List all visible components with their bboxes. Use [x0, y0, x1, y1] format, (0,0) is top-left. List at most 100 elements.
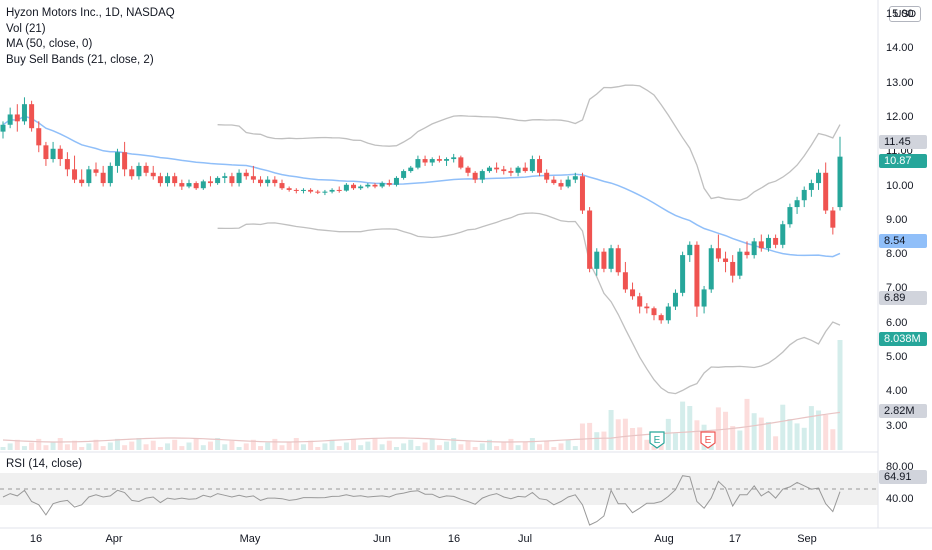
volume-bar [14, 439, 20, 450]
volume-bar [93, 439, 99, 450]
earnings-marker-letter: E [705, 435, 712, 446]
volume-bar [515, 445, 521, 450]
volume-bar [386, 440, 392, 450]
volume-bars [0, 340, 843, 450]
candle-body [29, 104, 35, 129]
volume-bar [143, 444, 149, 450]
currency-button[interactable]: USD [889, 6, 921, 22]
price-tick: 14.00 [886, 42, 914, 55]
volume-bar [672, 433, 678, 450]
volume-bar [172, 439, 178, 450]
candle-body [229, 176, 235, 184]
candle-body [723, 258, 729, 262]
candle-body [322, 191, 328, 193]
candle-body [787, 207, 793, 225]
price-tick: 5.00 [886, 351, 908, 363]
volume-bar [830, 429, 836, 450]
candle-body [300, 189, 306, 191]
volume-bar [236, 447, 242, 450]
volume-bar [200, 445, 206, 450]
time-tick: Apr [105, 533, 123, 545]
volume-bar [837, 340, 843, 450]
candle-body [823, 172, 829, 211]
volume-bar [293, 438, 299, 450]
volume-bar [479, 443, 485, 450]
candle-body [579, 176, 585, 211]
grid [0, 0, 932, 529]
candle-body [565, 179, 571, 187]
volume-bar [50, 441, 56, 450]
volume-bar [351, 438, 357, 450]
candle-body [272, 179, 278, 184]
volume-bar [730, 426, 736, 450]
volume-bar [29, 442, 35, 450]
volume-bar [436, 445, 442, 450]
candle-body [808, 183, 814, 190]
candle-body [529, 159, 535, 172]
time-tick: Sep [797, 533, 817, 545]
candle-body [658, 315, 664, 321]
volume-bar [630, 428, 636, 450]
volume-bar [744, 398, 750, 450]
candle-body [401, 171, 407, 178]
volume-bar [565, 439, 571, 450]
rsi-pane [0, 473, 878, 526]
candle-body [544, 172, 550, 180]
time-tick: 16 [29, 533, 43, 545]
candle-body [265, 179, 271, 184]
candle-body [107, 165, 113, 184]
band-upper-line [217, 84, 841, 201]
rsi-label: 64.91 [879, 470, 927, 484]
candle-body [379, 183, 385, 187]
candle-body [351, 184, 357, 189]
volume-bar [465, 440, 471, 450]
candle-body [172, 176, 178, 184]
volume-bar [365, 441, 371, 450]
volume-bar [715, 407, 721, 450]
volume-bar [579, 423, 585, 450]
volume-bar [458, 444, 464, 450]
candle-body [758, 241, 764, 249]
candle-body [458, 157, 464, 168]
price-tick: 12.00 [886, 110, 914, 123]
candle-body [537, 159, 543, 173]
earnings-marker-icon [700, 431, 716, 449]
candle-body [622, 272, 628, 290]
volume-bar [157, 447, 163, 450]
volume-bar [694, 420, 700, 450]
volume-bar [401, 443, 407, 450]
candle-body [665, 306, 671, 321]
band-lower-label: 6.89 [879, 291, 927, 305]
volume-bar [444, 441, 450, 450]
candle-body [680, 255, 686, 293]
volume-bar [415, 446, 421, 450]
volume-bar [429, 438, 435, 450]
volume-bar [601, 431, 607, 450]
candle-body [515, 167, 521, 173]
volume-bar [551, 447, 557, 450]
volume-bar [72, 440, 78, 450]
price-tick: 3.00 [886, 419, 908, 432]
candle-body [644, 306, 650, 309]
candle-body [672, 292, 678, 307]
candle-body [816, 172, 822, 184]
candle-body [765, 237, 771, 249]
volume-bar [665, 418, 671, 450]
candle-body [315, 191, 321, 193]
candle-body [122, 152, 128, 170]
candle-body [594, 251, 600, 269]
candle-body [637, 296, 643, 307]
candle-body [701, 289, 707, 307]
candle-body [0, 124, 6, 132]
candle-body [250, 176, 256, 180]
legend-rsi: RSI (14, close) [6, 458, 83, 470]
candle-body [572, 176, 578, 180]
price-tick: 10.00 [886, 179, 914, 192]
legend-vol: Vol (21) [6, 22, 46, 35]
candle-body [687, 244, 693, 256]
candle-body [43, 145, 49, 160]
volume-bar [687, 406, 693, 450]
volume-bar [308, 440, 314, 450]
